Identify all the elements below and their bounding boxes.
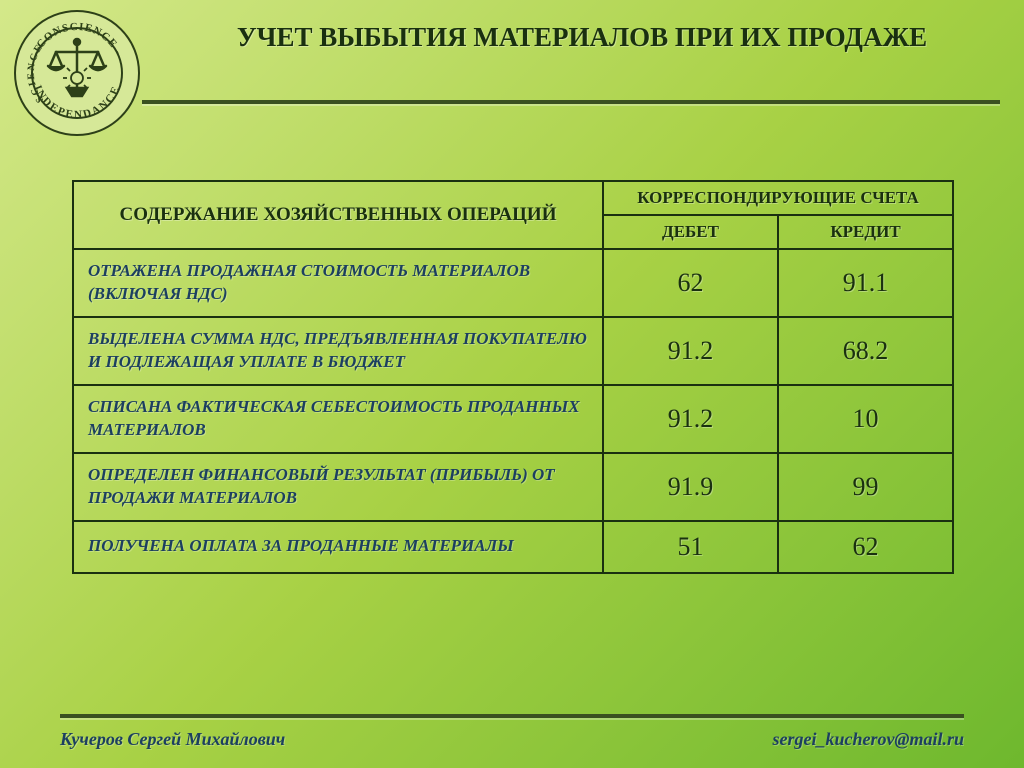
author-email: sergei_kucherov@mail.ru — [773, 729, 964, 750]
operation-cell: ПОЛУЧЕНА ОПЛАТА ЗА ПРОДАННЫЕ МАТЕРИАЛЫ — [73, 521, 603, 573]
credit-cell: 99 — [778, 453, 953, 521]
operation-cell: ОПРЕДЕЛЕН ФИНАНСОВЫЙ РЕЗУЛЬТАТ (ПРИБЫЛЬ)… — [73, 453, 603, 521]
seal-emblem: - CONSCIENCE - INDEPENDANCE SCIENCE — [12, 8, 142, 138]
footer: Кучеров Сергей Михайлович sergei_kuchero… — [60, 729, 964, 750]
header-credit: КРЕДИТ — [778, 215, 953, 249]
table-row: СПИСАНА ФАКТИЧЕСКАЯ СЕБЕСТОИМОСТЬ ПРОДАН… — [73, 385, 953, 453]
credit-cell: 10 — [778, 385, 953, 453]
header-debit: ДЕБЕТ — [603, 215, 778, 249]
footer-rule — [60, 714, 964, 718]
credit-cell: 91.1 — [778, 249, 953, 317]
operation-cell: ВЫДЕЛЕНА СУММА НДС, ПРЕДЪЯВЛЕННАЯ ПОКУПА… — [73, 317, 603, 385]
debit-cell: 91.2 — [603, 385, 778, 453]
header-accounts: КОРРЕСПОНДИРУЮЩИЕ СЧЕТА — [603, 181, 953, 215]
debit-cell: 51 — [603, 521, 778, 573]
table-row: ОТРАЖЕНА ПРОДАЖНАЯ СТОИМОСТЬ МАТЕРИАЛОВ … — [73, 249, 953, 317]
title-rule — [142, 100, 1000, 104]
credit-cell: 62 — [778, 521, 953, 573]
operation-cell: ОТРАЖЕНА ПРОДАЖНАЯ СТОИМОСТЬ МАТЕРИАЛОВ … — [73, 249, 603, 317]
page-title: УЧЕТ ВЫБЫТИЯ МАТЕРИАЛОВ ПРИ ИХ ПРОДАЖЕ — [170, 20, 994, 55]
header-operations: СОДЕРЖАНИЕ ХОЗЯЙСТВЕННЫХ ОПЕРАЦИЙ — [73, 181, 603, 249]
table-row: ПОЛУЧЕНА ОПЛАТА ЗА ПРОДАННЫЕ МАТЕРИАЛЫ 5… — [73, 521, 953, 573]
table-row: ВЫДЕЛЕНА СУММА НДС, ПРЕДЪЯВЛЕННАЯ ПОКУПА… — [73, 317, 953, 385]
debit-cell: 91.2 — [603, 317, 778, 385]
debit-cell: 91.9 — [603, 453, 778, 521]
table-header-row: СОДЕРЖАНИЕ ХОЗЯЙСТВЕННЫХ ОПЕРАЦИЙ КОРРЕС… — [73, 181, 953, 215]
operation-cell: СПИСАНА ФАКТИЧЕСКАЯ СЕБЕСТОИМОСТЬ ПРОДАН… — [73, 385, 603, 453]
table-row: ОПРЕДЕЛЕН ФИНАНСОВЫЙ РЕЗУЛЬТАТ (ПРИБЫЛЬ)… — [73, 453, 953, 521]
author-name: Кучеров Сергей Михайлович — [60, 729, 285, 750]
accounts-table: СОДЕРЖАНИЕ ХОЗЯЙСТВЕННЫХ ОПЕРАЦИЙ КОРРЕС… — [72, 180, 954, 574]
debit-cell: 62 — [603, 249, 778, 317]
credit-cell: 68.2 — [778, 317, 953, 385]
